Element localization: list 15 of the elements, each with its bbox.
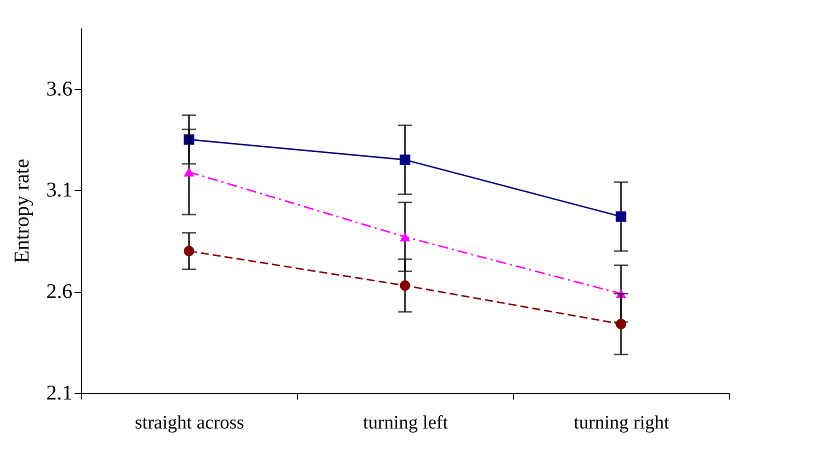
x-tick-label: turning left	[363, 412, 449, 434]
x-tick-label: straight across	[134, 412, 244, 434]
point	[184, 246, 194, 256]
y-tick-label: 2.1	[46, 380, 72, 404]
y-axis-title: Entropy rate	[9, 158, 34, 264]
y-tick-label: 3.1	[46, 178, 72, 202]
point	[400, 280, 410, 291]
point	[616, 318, 626, 330]
y-tick-label: 3.6	[46, 76, 72, 100]
point	[184, 167, 194, 177]
point	[616, 211, 626, 222]
point	[400, 232, 410, 242]
y-tick-label: 2.6	[46, 279, 72, 304]
x-tick-label: turning right	[574, 412, 670, 434]
point	[400, 154, 410, 166]
